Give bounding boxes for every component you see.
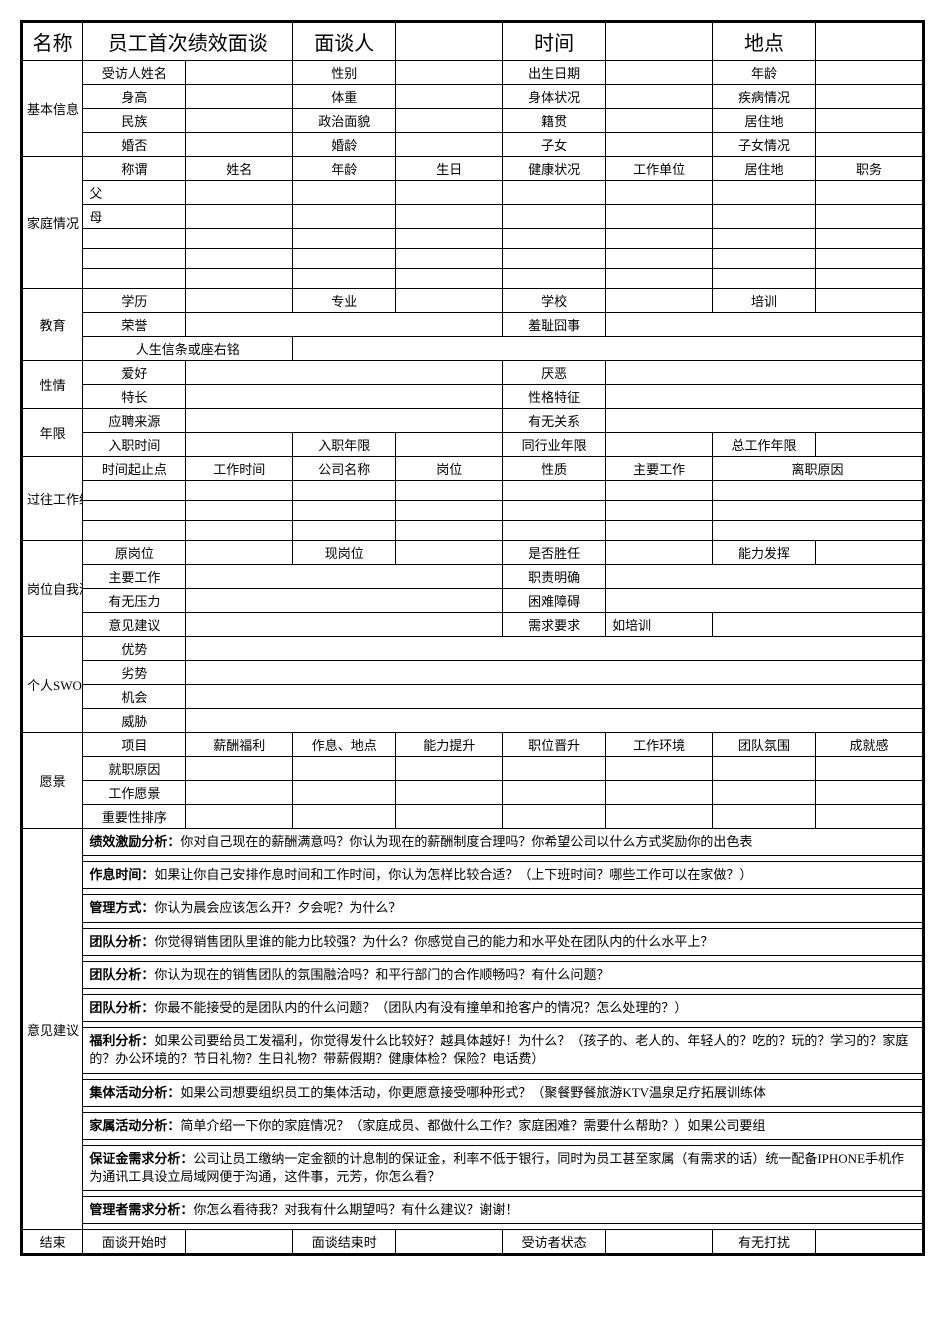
opinion-item: 团队分析：你最不能接受的是团队内的什么问题？（团队内有没有撞单和抢客户的情况？怎… xyxy=(83,994,923,1021)
label: 受访人姓名 xyxy=(83,61,186,85)
location-value[interactable] xyxy=(816,23,923,61)
interviewer-label: 面谈人 xyxy=(293,23,396,61)
opinion-item: 绩效激励分析：你对自己现在的薪酬满意吗？你认为现在的薪酬制度合理吗？你希望公司以… xyxy=(83,829,923,856)
time-label: 时间 xyxy=(503,23,606,61)
interview-form: 名称 员工首次绩效面谈 面谈人 时间 地点 基本信息 受访人姓名 性别 出生日期… xyxy=(20,20,925,1256)
header-row: 名称 员工首次绩效面谈 面谈人 时间 地点 xyxy=(23,23,923,61)
opinion-item: 管理方式：你认为晨会应该怎么开？夕会呢？为什么？ xyxy=(83,895,923,922)
personality-section: 性情 xyxy=(23,361,83,409)
opinion-item: 保证金需求分析：公司让员工缴纳一定金额的计息制的保证金，利率不低于银行，同时为员… xyxy=(83,1145,923,1190)
label: 性别 xyxy=(293,61,396,85)
name-label: 名称 xyxy=(23,23,83,61)
opinion-item: 团队分析：你觉得销售团队里谁的能力比较强？为什么？你感觉自己的能力和水平处在团队… xyxy=(83,928,923,955)
closing-section: 结束 xyxy=(23,1230,83,1254)
tenure-section: 年限 xyxy=(23,409,83,457)
work-history-section: 过往工作经历 xyxy=(23,457,83,541)
opinion-item: 家属活动分析：简单介绍一下你的家庭情况？（家庭成员、都做什么工作？家庭困难？需要… xyxy=(83,1112,923,1139)
education-section: 教育 xyxy=(23,289,83,361)
opinions-section: 意见建议 xyxy=(23,829,83,1230)
family-section: 家庭情况 xyxy=(23,157,83,289)
label: 出生日期 xyxy=(503,61,606,85)
opinion-item: 管理者需求分析：你怎么看待我？对我有什么期望吗？有什么建议？谢谢！ xyxy=(83,1197,923,1224)
interviewer-value[interactable] xyxy=(396,23,503,61)
self-eval-section: 岗位自我测评 xyxy=(23,541,83,637)
form-title: 员工首次绩效面谈 xyxy=(83,23,293,61)
basic-info-section: 基本信息 xyxy=(23,61,83,157)
location-label: 地点 xyxy=(713,23,816,61)
time-value[interactable] xyxy=(606,23,713,61)
form-table: 名称 员工首次绩效面谈 面谈人 时间 地点 基本信息 受访人姓名 性别 出生日期… xyxy=(22,22,923,1254)
opinion-item: 集体活动分析：如果公司想要组织员工的集体活动，你更愿意接受哪种形式？（聚餐野餐旅… xyxy=(83,1079,923,1106)
opinion-item: 团队分析：你认为现在的销售团队的氛围融洽吗？和平行部门的合作顺畅吗？有什么问题？ xyxy=(83,961,923,988)
label: 年龄 xyxy=(713,61,816,85)
swot-section: 个人SWOT分析 xyxy=(23,637,83,733)
vision-section: 愿景 xyxy=(23,733,83,829)
opinion-item: 作息时间：如果让你自己安排作息时间和工作时间，你认为怎样比较合适？（上下班时间？… xyxy=(83,862,923,889)
opinion-item: 福利分析：如果公司要给员工发福利，你觉得发什么比较好？越具体越好！为什么？（孩子… xyxy=(83,1028,923,1073)
